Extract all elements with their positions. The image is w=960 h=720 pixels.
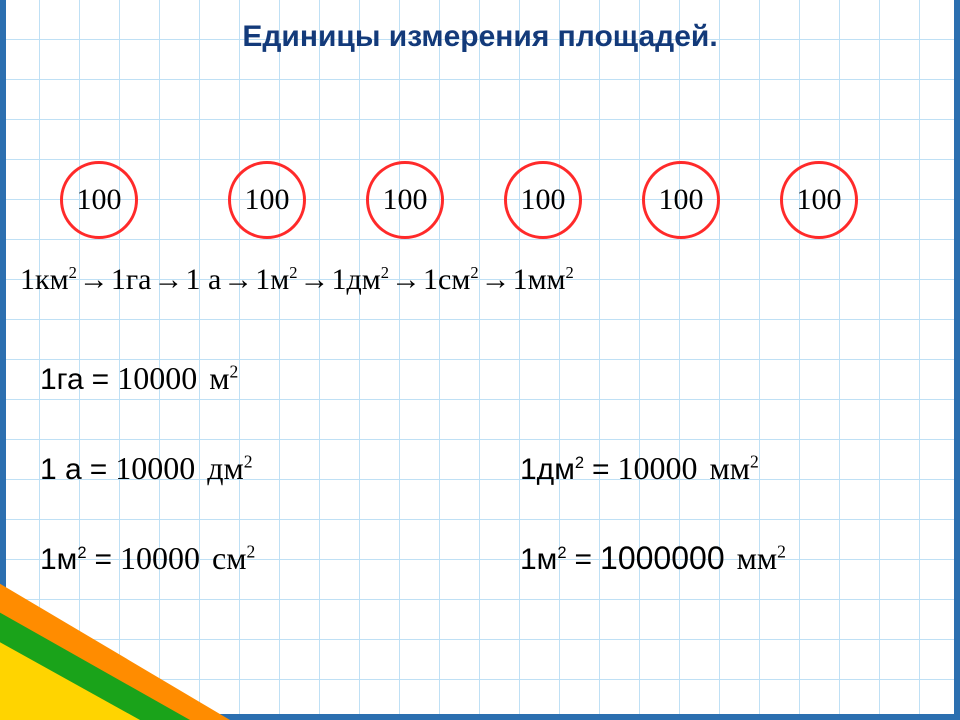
equality-row: 1м2 = 1000000 мм2 — [520, 540, 940, 577]
factor-circle: 100 — [642, 161, 720, 239]
unit-are: 1 а — [185, 263, 221, 297]
arrow-icon: → — [479, 263, 513, 297]
content: Единицы измерения площадей. 100 100 100 … — [0, 0, 960, 720]
eq-rhs-num: 10000 — [115, 450, 207, 487]
eq-rhs-num: 1000000 — [600, 540, 737, 577]
unit-ha: 1га — [111, 263, 152, 297]
unit-m2: 1м2 — [255, 263, 297, 297]
factor-circle: 100 — [228, 161, 306, 239]
eq-sign: = — [567, 543, 601, 577]
arrow-icon: → — [151, 263, 185, 297]
eq-rhs-num: 10000 — [618, 450, 710, 487]
arrow-icon: → — [221, 263, 255, 297]
factor-circle: 100 — [780, 161, 858, 239]
page-title: Единицы измерения площадей. — [0, 20, 960, 54]
eq-rhs-unit: дм2 — [207, 450, 252, 487]
eq-lhs: 1га — [40, 363, 84, 397]
unit-chain: 1км2 → 1га → 1 а → 1м2 → 1дм2 → 1см2 → 1… — [20, 250, 950, 310]
eq-sign: = — [82, 453, 116, 487]
eq-lhs: 1м2 — [520, 543, 567, 577]
unit-cm2: 1см2 — [423, 263, 479, 297]
eq-rhs-num: 10000 — [117, 360, 209, 397]
eq-lhs: 1 а — [40, 453, 82, 487]
eq-sign: = — [584, 453, 618, 487]
arrow-icon: → — [77, 263, 111, 297]
eq-rhs-unit: м2 — [209, 360, 238, 397]
factor-circle: 100 — [366, 161, 444, 239]
equality-row: 1дм2 = 10000 мм2 — [520, 450, 940, 487]
equality-row: 1га = 10000 м2 — [40, 360, 940, 397]
factor-circles-row: 100 100 100 100 100 100 — [60, 160, 950, 240]
unit-km2: 1км2 — [20, 263, 77, 297]
setsquare-icon — [0, 550, 260, 720]
unit-mm2: 1мм2 — [513, 263, 574, 297]
factor-circle: 100 — [60, 161, 138, 239]
eq-rhs-unit: мм2 — [737, 540, 786, 577]
unit-dm2: 1дм2 — [332, 263, 390, 297]
arrow-icon: → — [389, 263, 423, 297]
arrow-icon: → — [298, 263, 332, 297]
page: Единицы измерения площадей. 100 100 100 … — [0, 0, 960, 720]
factor-circle: 100 — [504, 161, 582, 239]
eq-rhs-unit: мм2 — [710, 450, 759, 487]
eq-lhs: 1дм2 — [520, 453, 584, 487]
eq-sign: = — [84, 363, 118, 397]
